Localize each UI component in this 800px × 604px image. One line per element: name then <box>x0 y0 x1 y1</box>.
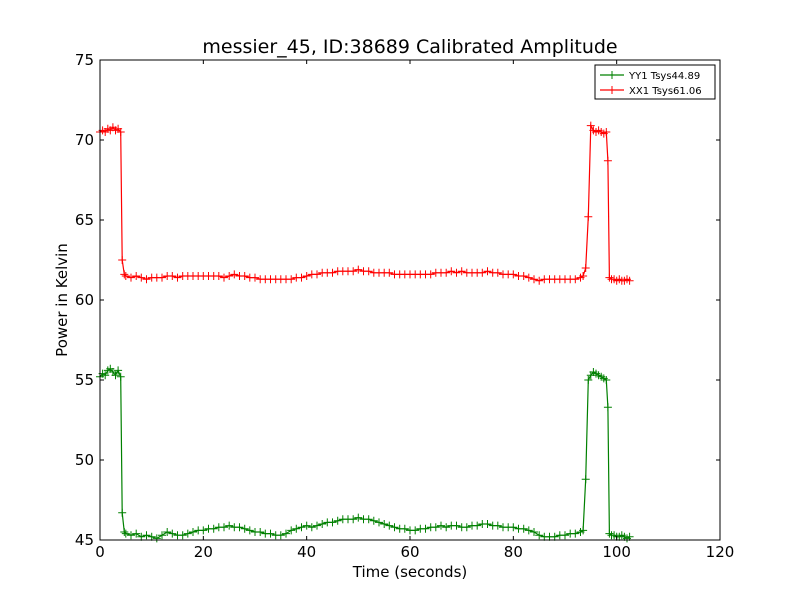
legend-entry: YY1 Tsys44.89 <box>600 71 700 82</box>
x-tick-label: 100 <box>602 543 631 561</box>
y-axis-label: Power in Kelvin <box>53 243 71 357</box>
x-tick-label: 40 <box>297 543 316 561</box>
y-tick-label: 75 <box>75 51 94 69</box>
x-tick-label: 120 <box>706 543 735 561</box>
y-tick-label: 60 <box>75 291 94 309</box>
legend-marker <box>608 86 616 94</box>
x-tick-label: 80 <box>504 543 523 561</box>
x-tick-label: 60 <box>400 543 419 561</box>
x-tick-label: 20 <box>194 543 213 561</box>
x-tick-label: 0 <box>95 543 105 561</box>
y-tick-label: 65 <box>75 211 94 229</box>
legend-marker <box>608 71 616 79</box>
chart-title: messier_45, ID:38689 Calibrated Amplitud… <box>202 36 617 58</box>
legend: YY1 Tsys44.89 XX1 Tsys61.06 <box>594 64 716 100</box>
series-2 <box>96 121 634 285</box>
legend-box <box>594 64 716 100</box>
y-tick-label: 45 <box>75 531 94 549</box>
y-tick-label: 70 <box>75 131 94 149</box>
axes: 0 20 40 60 80 100 120 45 50 55 60 65 70 75 <box>75 51 734 561</box>
x-axis-label: Time (seconds) <box>352 563 468 581</box>
plot-area <box>96 121 634 543</box>
legend-label: XX1 Tsys61.06 <box>629 86 702 97</box>
y-tick-label: 50 <box>75 451 94 469</box>
y-tick-label: 55 <box>75 371 94 389</box>
legend-label: YY1 Tsys44.89 <box>628 71 700 82</box>
legend-entry: XX1 Tsys61.06 <box>600 86 702 97</box>
